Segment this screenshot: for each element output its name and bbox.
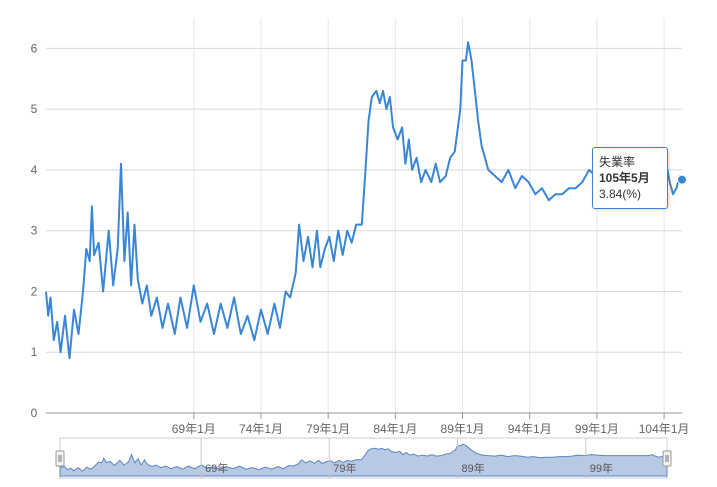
y-tick-label: 2 bbox=[31, 284, 38, 298]
series-layer bbox=[45, 41, 687, 360]
tooltip-date: 105年5月 bbox=[599, 171, 650, 185]
hover-point-marker[interactable] bbox=[677, 174, 687, 185]
grid-lines bbox=[46, 18, 682, 414]
series-line-unemployment bbox=[45, 41, 683, 360]
navigator-area bbox=[59, 443, 668, 477]
navigator-right-handle[interactable] bbox=[662, 450, 672, 467]
y-axis-ticks: 0 1 2 3 4 5 6 bbox=[31, 41, 38, 420]
y-tick-label: 6 bbox=[31, 41, 38, 55]
navigator-left-handle[interactable] bbox=[55, 450, 65, 467]
y-tick-label: 1 bbox=[31, 345, 38, 359]
x-tick-label: 79年1月 bbox=[306, 422, 350, 436]
x-tick-label: 89年1月 bbox=[441, 422, 485, 436]
x-axis-ticks: 69年1月 74年1月 79年1月 84年1月 89年1月 94年1月 99年1月 104年1… bbox=[46, 412, 690, 436]
navigator[interactable]: 69年 79年 89年 99年 bbox=[55, 437, 672, 479]
y-tick-label: 5 bbox=[31, 102, 38, 116]
navigator-label: 79年 bbox=[333, 461, 356, 475]
y-tick-label: 3 bbox=[31, 224, 38, 238]
tooltip-value: 3.84(%) bbox=[599, 187, 642, 201]
x-tick-label: 74年1月 bbox=[239, 422, 283, 436]
x-tick-label: 84年1月 bbox=[373, 422, 417, 436]
tooltip: 失業率 105年5月 3.84(%) bbox=[592, 147, 668, 209]
navigator-label: 99年 bbox=[590, 461, 613, 475]
navigator-label: 89年 bbox=[462, 461, 485, 475]
x-tick-label: 94年1月 bbox=[508, 422, 552, 436]
y-tick-label: 0 bbox=[31, 406, 38, 420]
y-tick-label: 4 bbox=[31, 163, 38, 177]
navigator-label: 69年 bbox=[205, 461, 228, 475]
x-tick-label: 69年1月 bbox=[172, 422, 216, 436]
tooltip-series-name: 失業率 bbox=[599, 155, 636, 169]
x-tick-label: 104年1月 bbox=[639, 422, 690, 436]
x-tick-label: 99年1月 bbox=[575, 422, 619, 436]
